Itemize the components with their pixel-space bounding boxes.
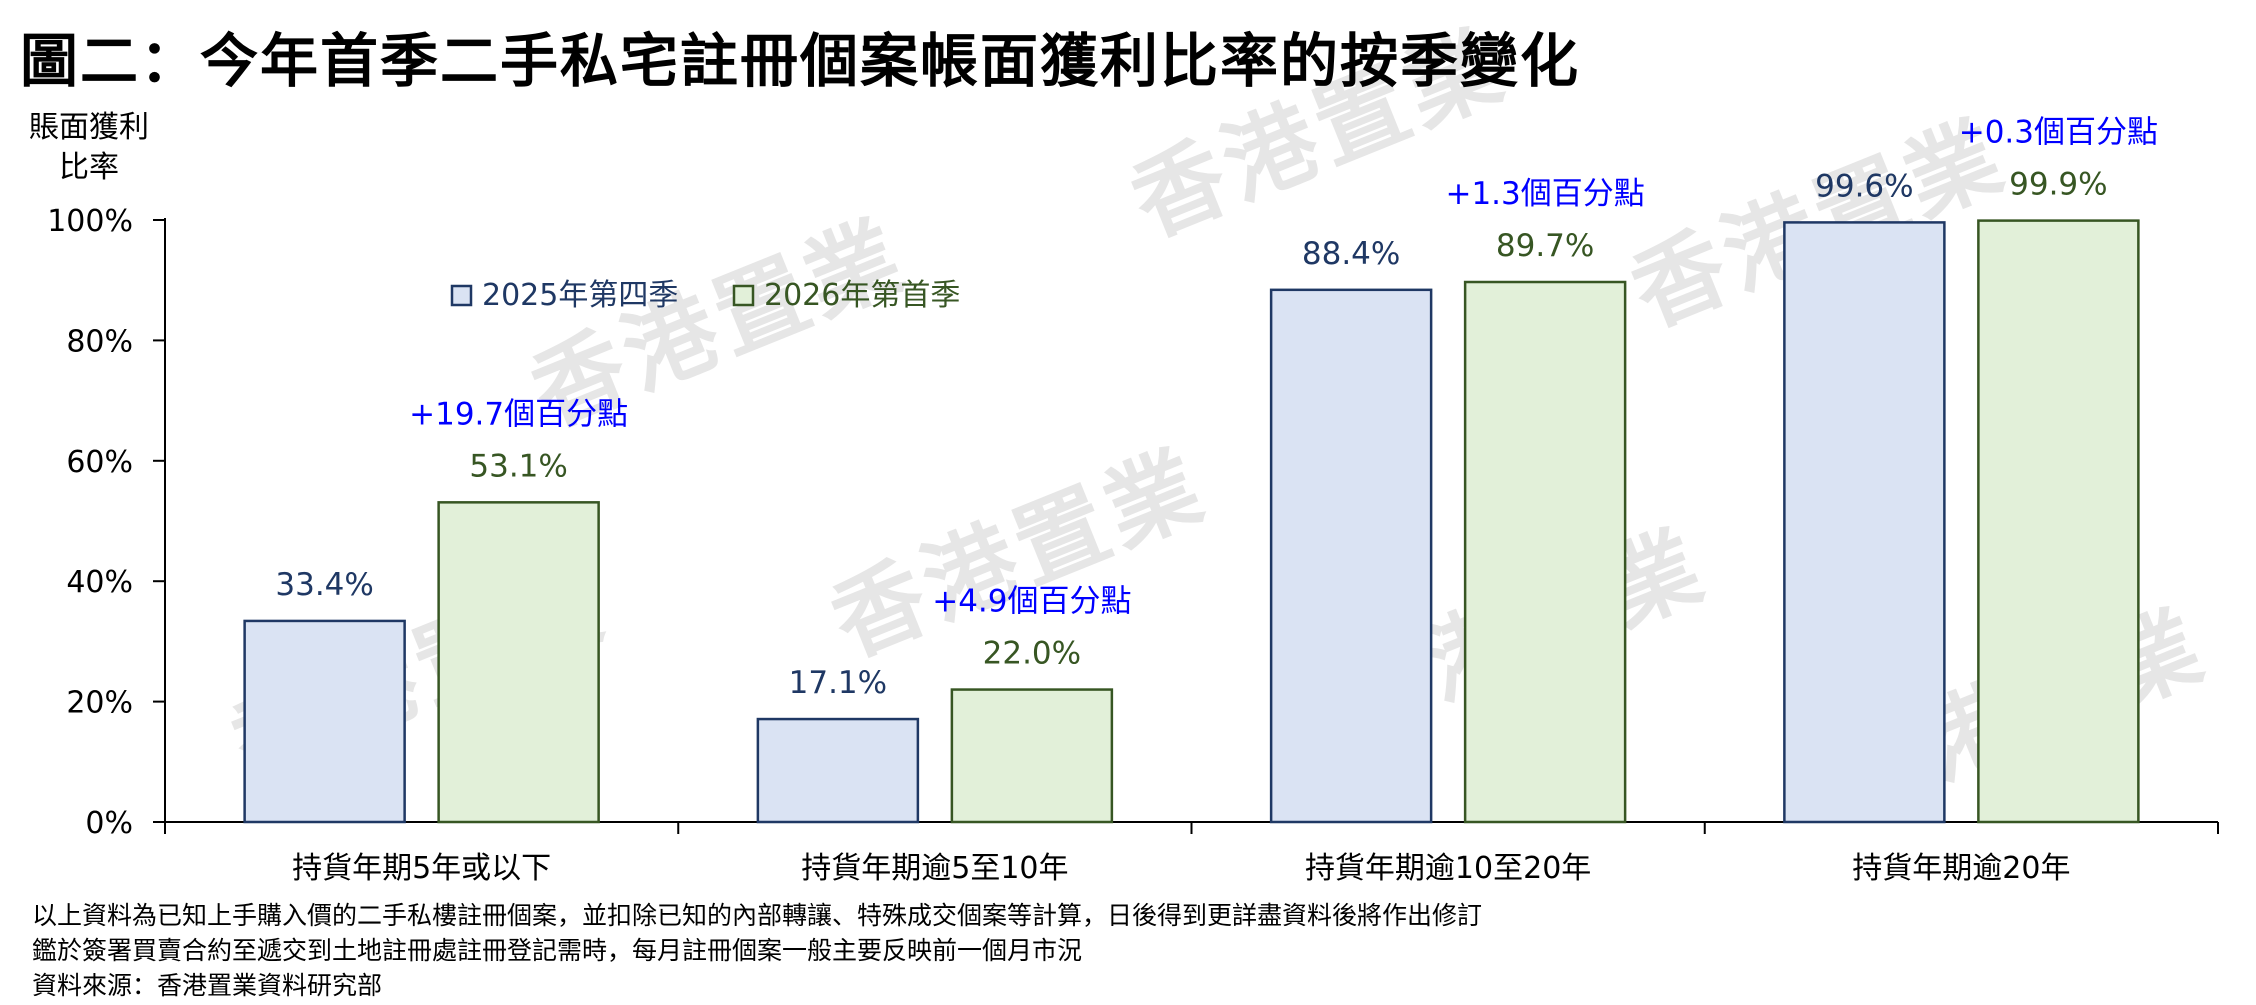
data-label: 33.4% <box>275 567 373 603</box>
chart-title: 圖二：今年首季二手私宅註冊個案帳面獲利比率的按季變化 <box>20 27 1581 95</box>
x-tick-label: 持貨年期逾10至20年 <box>1305 851 1591 886</box>
change-annotation: +19.7個百分點 <box>409 396 628 432</box>
data-label: 17.1% <box>789 665 887 701</box>
y-tick-label: 100% <box>47 204 133 239</box>
change-annotation: +0.3個百分點 <box>1959 115 2158 151</box>
footnotes: 以上資料為已知上手購入價的二手私樓註冊個案，並扣除已知的內部轉讓、特殊成交個案等… <box>32 898 1482 1003</box>
legend-swatch <box>450 284 473 307</box>
bar-series-2 <box>1463 280 1627 824</box>
y-axis-label-line-2: 比率 <box>59 150 119 185</box>
x-tick-label: 持貨年期逾20年 <box>1852 851 2070 886</box>
change-annotation: +4.9個百分點 <box>932 584 1131 620</box>
y-tick-label: 20% <box>66 686 133 721</box>
legend-swatch <box>732 284 755 307</box>
footnote-2: 鑑於簽署買賣合約至遞交到土地註冊處註冊登記需時，每月註冊個案一般主要反映前一個月… <box>32 936 1083 965</box>
data-label: 53.1% <box>469 448 567 484</box>
data-label: 89.7% <box>1496 228 1594 264</box>
data-label: 88.4% <box>1302 236 1400 272</box>
footnote-1: 以上資料為已知上手購入價的二手私樓註冊個案，並扣除已知的內部轉讓、特殊成交個案等… <box>32 901 1483 930</box>
bar-series-1 <box>1269 288 1433 824</box>
data-label: 99.6% <box>1815 168 1913 204</box>
y-tick-label: 0% <box>85 806 133 841</box>
y-axis-label: 賬面獲利 比率 <box>24 108 154 188</box>
change-annotation: +1.3個百分點 <box>1445 176 1644 212</box>
bar-series-1 <box>756 717 920 824</box>
x-tick-label: 持貨年期逾5至10年 <box>801 851 1068 886</box>
bar-series-2 <box>950 688 1114 824</box>
bar-series-1 <box>243 619 406 824</box>
legend-label: 2025年第四季 <box>482 278 678 313</box>
data-label: 99.9% <box>2009 167 2107 203</box>
bar-series-2 <box>1977 219 2140 824</box>
legend-label: 2026年第首季 <box>764 278 960 313</box>
footnote-source: 資料來源：香港置業資料研究部 <box>32 971 383 1000</box>
y-axis-label-line-1: 賬面獲利 <box>29 110 149 145</box>
y-tick-label: 80% <box>66 324 133 359</box>
bar-series-1 <box>1783 221 1946 824</box>
bar-series-2 <box>437 501 600 824</box>
x-tick-label: 持貨年期5年或以下 <box>292 851 551 886</box>
y-tick-label: 40% <box>66 565 133 600</box>
y-tick-label: 60% <box>66 445 133 480</box>
data-label: 22.0% <box>983 636 1081 672</box>
